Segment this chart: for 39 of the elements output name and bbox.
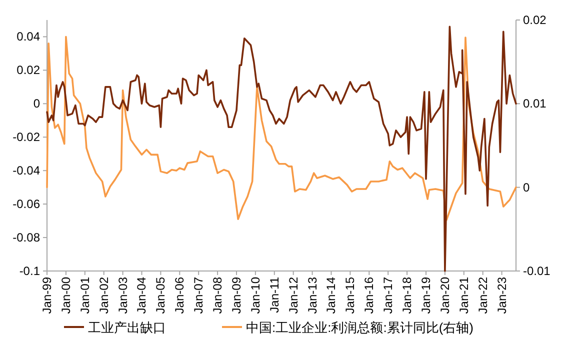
y-tick-label: -0.02 <box>12 130 40 144</box>
x-tick-label: Jan-11 <box>267 276 282 313</box>
x-tick-label: Jan-21 <box>456 276 471 314</box>
x-tick-label: Jan-05 <box>154 276 168 314</box>
x-tick-label: Jan-20 <box>438 276 452 314</box>
x-tick-label: Jan-19 <box>418 276 433 314</box>
x-tick-label: Jan-08 <box>210 276 225 314</box>
x-tick-label: Jan-12 <box>286 276 300 314</box>
x-tick-label: Jan-14 <box>324 276 338 314</box>
y-tick-label: 0.02 <box>16 63 40 78</box>
y2-tick-label: 0.01 <box>523 96 547 111</box>
y-tick-label: -0.08 <box>12 230 40 245</box>
x-tick-label: Jan-99 <box>40 276 54 314</box>
x-tick-label: Jan-15 <box>343 276 358 314</box>
x-tick-label: Jan-16 <box>362 276 376 314</box>
x-tick-label: Jan-02 <box>96 276 111 314</box>
y-tick-label: 0.04 <box>16 30 40 44</box>
y-tick-label: -0.1 <box>19 264 40 278</box>
x-tick-label: Jan-22 <box>476 276 490 314</box>
x-tick-label: Jan-13 <box>305 276 320 314</box>
x-tick-label: Jan-03 <box>116 276 130 314</box>
y-tick-label: 0 <box>33 96 40 111</box>
x-tick-label: Jan-06 <box>172 276 187 314</box>
y2-tick-label: 0 <box>523 180 530 194</box>
x-tick-label: Jan-01 <box>78 276 92 314</box>
x-tick-label: Jan-18 <box>400 276 414 314</box>
y2-tick-label: -0.01 <box>523 264 551 278</box>
x-tick-label: Jan-09 <box>229 276 244 314</box>
x-tick-label: Jan-23 <box>494 276 509 314</box>
x-tick-label: Jan-10 <box>248 276 262 314</box>
x-tick-label: Jan-04 <box>134 276 149 314</box>
legend-label: 中国:工业企业:利润总额:累计同比(右轴) <box>246 320 474 335</box>
y-tick-label: -0.06 <box>12 197 40 212</box>
x-tick-label: Jan-00 <box>58 276 73 314</box>
y-tick-label: -0.04 <box>12 164 40 178</box>
legend-label: 工业产出缺口 <box>88 320 166 335</box>
x-tick-label: Jan-07 <box>192 276 206 314</box>
x-tick-label: Jan-17 <box>381 276 396 314</box>
y2-tick-label: 0.02 <box>523 13 547 27</box>
